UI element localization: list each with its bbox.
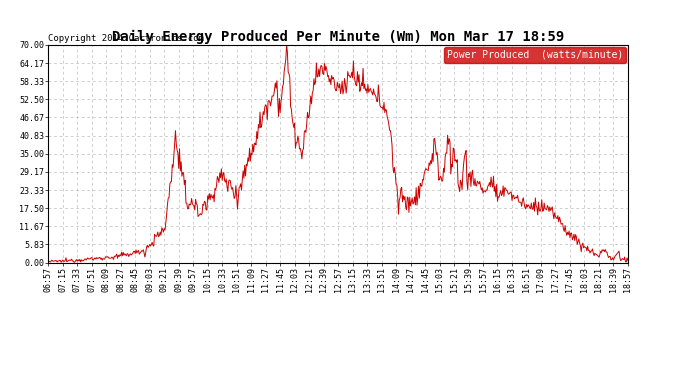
Title: Daily Energy Produced Per Minute (Wm) Mon Mar 17 18:59: Daily Energy Produced Per Minute (Wm) Mo… bbox=[112, 30, 564, 44]
Legend: Power Produced  (watts/minute): Power Produced (watts/minute) bbox=[444, 47, 626, 63]
Text: Copyright 2014 Cartronics.com: Copyright 2014 Cartronics.com bbox=[48, 34, 204, 43]
